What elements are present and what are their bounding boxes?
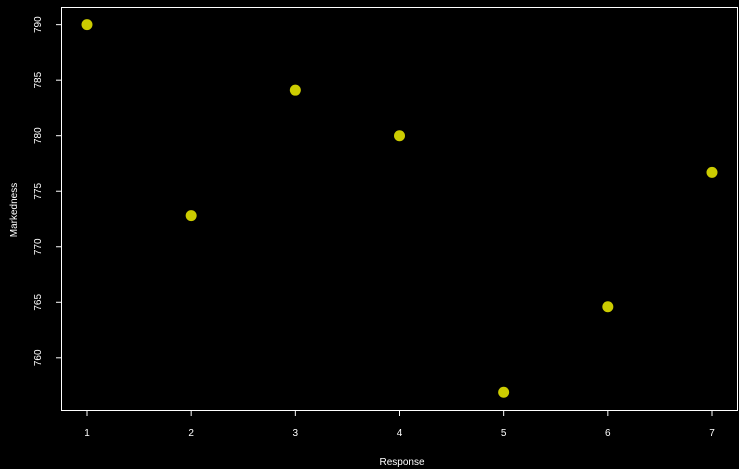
y-tick-label: 785 xyxy=(33,71,44,88)
x-tick-label: 3 xyxy=(293,428,299,439)
y-tick-label: 765 xyxy=(33,294,44,311)
x-axis-title: Response xyxy=(379,457,424,468)
data-point xyxy=(81,19,93,31)
data-point xyxy=(706,166,718,178)
data-point xyxy=(185,210,197,222)
x-tick-label: 4 xyxy=(397,428,403,439)
x-tick-label: 5 xyxy=(501,428,507,439)
x-tick-label: 6 xyxy=(605,428,611,439)
x-axis: 1 2 3 4 5 6 7 xyxy=(84,410,715,439)
data-point xyxy=(394,130,405,142)
data-points xyxy=(81,19,718,398)
x-tick-label: 1 xyxy=(84,428,90,439)
y-tick-label: 790 xyxy=(33,16,44,33)
y-tick-label: 770 xyxy=(33,238,44,255)
y-axis-title: Markedness xyxy=(9,183,20,237)
data-point xyxy=(289,84,301,96)
y-tick-label: 760 xyxy=(33,349,44,366)
x-tick-label: 2 xyxy=(188,428,194,439)
x-tick-label: 7 xyxy=(709,428,715,439)
y-tick-label: 780 xyxy=(33,127,44,144)
plot-area-box xyxy=(61,7,738,411)
data-point xyxy=(602,301,614,313)
y-axis: 760 765 770 775 780 785 790 xyxy=(33,16,62,366)
y-tick-label: 775 xyxy=(33,182,44,199)
data-point xyxy=(498,386,510,398)
